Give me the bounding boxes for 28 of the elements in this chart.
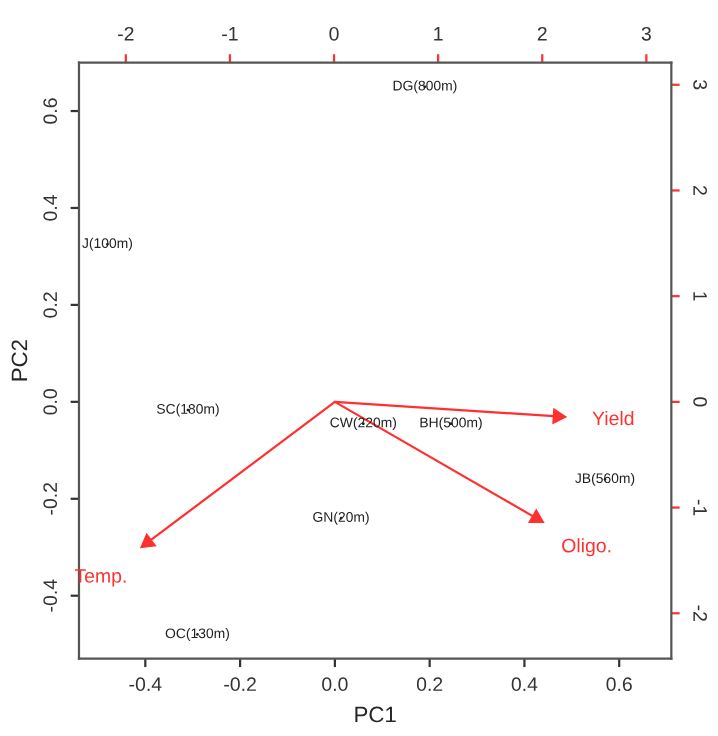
x-tick-label: 0.6 xyxy=(606,677,632,692)
y2-tick-label: 1 xyxy=(693,292,707,301)
y-tick-label: -0.4 xyxy=(43,579,58,612)
x-tick-label: 0.4 xyxy=(511,677,538,692)
series-label: Oligo. xyxy=(562,538,611,557)
y2-tick-label: 3 xyxy=(693,80,707,90)
y2-tick-label: -1 xyxy=(693,499,707,516)
y-tick-label: -0.2 xyxy=(43,483,58,515)
y2-tick-label: 0 xyxy=(693,397,707,407)
y2-tick-label: -2 xyxy=(693,605,707,621)
x2-tick-label: -2 xyxy=(118,26,134,41)
y2-tick-label: 2 xyxy=(693,186,707,195)
series-label: Yield xyxy=(592,410,634,426)
x-axis-title: PC1 xyxy=(355,706,396,723)
x-tick-label: -0.2 xyxy=(224,677,256,692)
x2-tick-label: -1 xyxy=(222,27,238,41)
y-axis-title: PC2 xyxy=(11,340,28,381)
y-tick-label: 0.2 xyxy=(43,292,58,318)
x2-tick-label: 1 xyxy=(434,27,443,41)
x-tick-label: -0.4 xyxy=(129,677,162,692)
x2-tick-label: 3 xyxy=(641,26,651,41)
y-tick-label: 0.6 xyxy=(43,98,58,124)
x-tick-label: 0.0 xyxy=(322,677,348,692)
x2-tick-label: 0 xyxy=(329,26,339,41)
y-tick-label: 0.0 xyxy=(43,389,58,415)
x-tick-label: 0.2 xyxy=(416,677,443,692)
x2-tick-label: 2 xyxy=(537,26,547,41)
y-tick-label: 0.4 xyxy=(43,195,58,221)
